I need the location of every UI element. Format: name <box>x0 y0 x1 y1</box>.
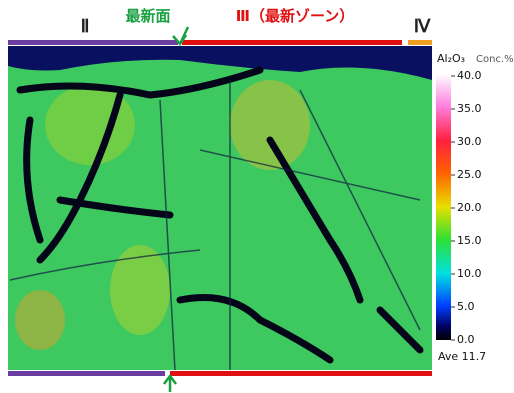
zone-label: Ⅱ <box>81 16 90 36</box>
tick-label: 30.0 <box>457 135 482 148</box>
tick-label: 15.0 <box>457 234 482 247</box>
map-image <box>8 46 432 370</box>
zone-label: Ⅳ <box>414 16 431 36</box>
tick-label: 35.0 <box>457 102 482 115</box>
tick-label: 0.0 <box>457 333 475 346</box>
colorbar-title: Al₂O₃ <box>437 52 465 65</box>
zone-bar <box>408 40 432 45</box>
tick-label: 20.0 <box>457 201 482 214</box>
tick-label: 10.0 <box>457 267 482 280</box>
tick-label: 25.0 <box>457 168 482 181</box>
colorbar <box>436 74 451 340</box>
zone-bar <box>8 371 165 376</box>
zone-bar <box>8 40 178 45</box>
zone-label: Ⅲ（最新ゾーン） <box>236 7 354 25</box>
colorbar-unit: Conc.% <box>476 54 514 65</box>
arrow <box>163 26 190 392</box>
surface-label: 最新面 <box>125 7 170 25</box>
zone-bar <box>182 40 402 45</box>
tick-label: 40.0 <box>457 69 482 82</box>
tick-label: 5.0 <box>457 300 475 313</box>
zone-bar <box>170 371 432 376</box>
average-label: Ave 11.7 <box>438 350 486 363</box>
